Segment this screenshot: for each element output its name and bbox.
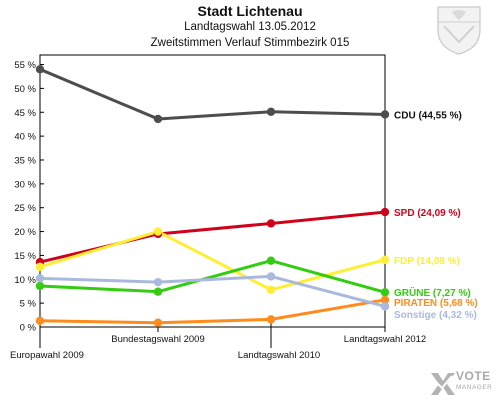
- data-point-cdu: [380, 110, 390, 119]
- data-point-cdu: [266, 107, 276, 116]
- data-point-sonstige: [153, 277, 163, 287]
- series-line-grüne: [39, 259, 386, 294]
- series-lines: [39, 67, 386, 325]
- y-tick-label: 40 %: [14, 132, 36, 143]
- series-line-sonstige: [39, 274, 386, 308]
- chart-subtitle-2: Zweitstimmen Verlauf Stimmbezirk 015: [150, 37, 350, 49]
- data-point-cdu: [35, 65, 45, 74]
- data-point-fdp: [153, 227, 163, 236]
- logo-word-vote: VOTE: [456, 369, 491, 383]
- data-point-spd: [380, 207, 390, 217]
- x-tick-label: Bundestagswahl 2009: [111, 334, 205, 345]
- data-point-sonstige: [266, 272, 276, 281]
- data-point-fdp: [266, 285, 276, 294]
- series-end-label: Sonstige (4,32 %): [394, 310, 477, 321]
- data-point-grüne: [35, 281, 45, 291]
- data-point-piraten: [153, 318, 163, 327]
- data-point-spd: [266, 219, 276, 228]
- y-tick-label: 35 %: [14, 155, 36, 166]
- data-point-sonstige: [35, 274, 45, 283]
- data-point-cdu: [153, 114, 163, 124]
- x-axis: Europawahl 2009 Bundestagswahl 2009 Landta…: [10, 323, 426, 361]
- series-line-cdu: [39, 67, 386, 121]
- series-end-label: CDU (44,55 %): [394, 110, 462, 121]
- plot-frame: [39, 54, 386, 328]
- y-tick-label: 50 %: [14, 84, 36, 95]
- y-axis: 0 % 5 % 10 % 15 % 20 % 25 % 30 % 35 % 40 % 45 % 50…: [14, 60, 44, 334]
- logo-word-manager: MANAGER: [456, 384, 493, 391]
- series-line-piraten: [39, 298, 386, 325]
- y-tick-label: 15 %: [14, 251, 36, 262]
- series-end-label: SPD (24,09 %): [394, 208, 461, 219]
- vote-manager-logo-icon: [431, 373, 455, 395]
- x-tick-label: Landtagswahl 2012: [344, 334, 426, 345]
- y-tick-label: 45 %: [14, 108, 36, 119]
- series-labels: CDU (44,55 %) SPD (24,09 %) FDP (14,08 %) G…: [394, 110, 478, 321]
- x-tick-label: Europawahl 2009: [10, 350, 84, 361]
- chart-subtitle: Landtagswahl 13.05.2012: [184, 21, 316, 33]
- y-tick-label: 55 %: [14, 60, 36, 71]
- y-tick-label: 0 %: [20, 323, 37, 334]
- data-point-grüne: [153, 287, 163, 296]
- data-point-sonstige: [380, 302, 390, 311]
- data-point-grüne: [266, 256, 276, 265]
- x-tick-label: Landtagswahl 2010: [238, 350, 320, 361]
- series-end-label: FDP (14,08 %): [394, 256, 460, 267]
- y-tick-label: 10 %: [14, 275, 36, 286]
- data-point-piraten: [266, 315, 276, 324]
- data-point-piraten: [380, 295, 390, 305]
- series-end-label: GRÜNE (7,27 %): [394, 286, 471, 299]
- y-tick-label: 20 %: [14, 227, 36, 238]
- series-line-fdp: [39, 230, 386, 292]
- chart-title: Stadt Lichtenau: [197, 3, 303, 19]
- data-point-piraten: [35, 316, 45, 325]
- coat-of-arms-icon: [437, 6, 481, 55]
- series-line-spd: [39, 210, 386, 264]
- series-end-label: PIRATEN (5,68 %): [394, 298, 478, 309]
- data-point-fdp: [35, 262, 45, 272]
- y-tick-label: 25 %: [14, 203, 36, 214]
- y-tick-label: 5 %: [20, 299, 37, 310]
- data-point-fdp: [380, 255, 390, 265]
- data-point-grüne: [380, 288, 390, 297]
- y-tick-label: 30 %: [14, 179, 36, 190]
- series-points: [35, 65, 390, 327]
